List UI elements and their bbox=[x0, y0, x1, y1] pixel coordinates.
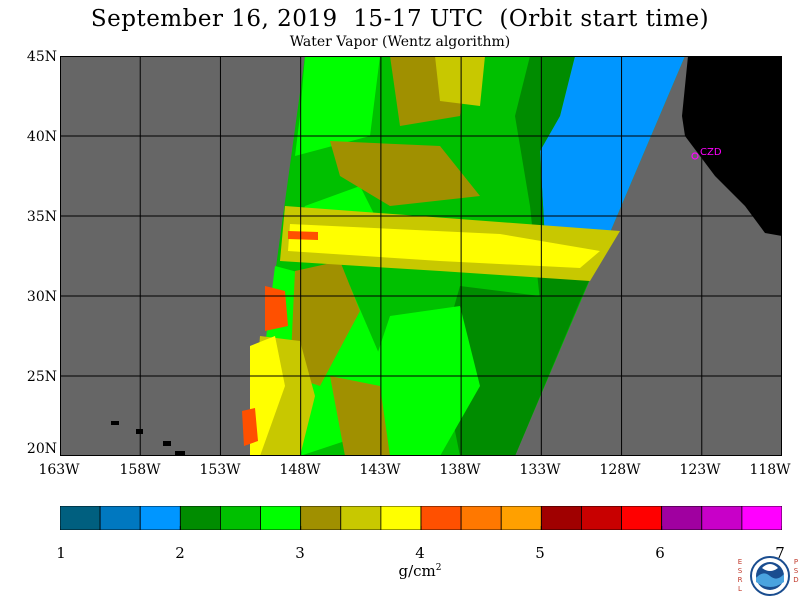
place-marker: CZD bbox=[691, 147, 722, 160]
colorbar bbox=[60, 506, 782, 530]
lon-label-158w: 158W bbox=[119, 462, 161, 478]
lat-label-35n: 35N bbox=[26, 209, 57, 225]
satellite-swath bbox=[242, 56, 685, 456]
island-oahu bbox=[136, 429, 143, 434]
hawaiian-islands bbox=[111, 421, 185, 456]
colorbar-units: g/cm2 bbox=[360, 562, 480, 580]
swath-orange-band bbox=[288, 231, 318, 240]
noaa-emblem-icon bbox=[750, 556, 790, 596]
lon-label-138w: 138W bbox=[439, 462, 481, 478]
swath-yellow-north bbox=[435, 56, 485, 106]
lon-label-118w: 118W bbox=[749, 462, 791, 478]
swath-yellow-west bbox=[250, 336, 285, 456]
colorbar-tick-5: 5 bbox=[535, 544, 545, 562]
place-marker-dot bbox=[691, 152, 699, 160]
map-title: September 16, 2019 15-17 UTC (Orbit star… bbox=[90, 6, 710, 32]
graticule bbox=[60, 56, 782, 456]
lon-label-163w: 163W bbox=[38, 462, 80, 478]
map-border bbox=[60, 56, 782, 456]
colorbar-swatch bbox=[701, 506, 743, 530]
colorbar-tick-4: 4 bbox=[415, 544, 425, 562]
lat-label-20n: 20N bbox=[26, 441, 57, 457]
colorbar-swatch bbox=[581, 506, 622, 530]
colorbar-tick-2: 2 bbox=[175, 544, 185, 562]
swath-orange-west-b bbox=[242, 408, 258, 446]
logo-left-letters: E S R L bbox=[736, 558, 744, 594]
swath-olive-lower bbox=[330, 376, 390, 456]
colorbar-swatch bbox=[420, 506, 462, 530]
units-base: g/cm bbox=[398, 562, 436, 580]
colorbar-tick-3: 3 bbox=[295, 544, 305, 562]
swath-bright-north bbox=[295, 56, 380, 156]
logo-letter: S bbox=[793, 567, 799, 575]
logo-letter: P bbox=[793, 558, 799, 566]
colorbar-swatch bbox=[179, 506, 221, 530]
map-subtitle: Water Vapor (Wentz algorithm) bbox=[289, 34, 511, 50]
colorbar-swatch bbox=[220, 506, 261, 530]
lat-label-40n: 40N bbox=[26, 129, 57, 145]
colorbar-swatch bbox=[139, 506, 181, 530]
logo-letter: E bbox=[737, 558, 743, 566]
colorbar-swatch bbox=[340, 506, 382, 530]
dry-region-north bbox=[540, 56, 685, 256]
colorbar-tick-1: 1 bbox=[56, 544, 66, 562]
lat-label-45n: 45N bbox=[26, 49, 57, 65]
island-maui bbox=[163, 441, 171, 446]
swath-moist-band-yellow bbox=[288, 224, 600, 268]
noaa-esrl-psd-logo: E S R L P S D bbox=[736, 554, 800, 600]
colorbar-swatch bbox=[99, 506, 141, 530]
colorbar-tick-7: 7 bbox=[775, 544, 785, 562]
lat-label-30n: 30N bbox=[26, 289, 57, 305]
logo-letter: R bbox=[737, 576, 743, 584]
logo-letter: D bbox=[793, 576, 799, 584]
land-west-coast bbox=[682, 56, 782, 236]
colorbar-swatch bbox=[500, 506, 542, 530]
colorbar-swatch bbox=[380, 506, 422, 530]
swath-darkgreen-south bbox=[440, 286, 580, 456]
logo-letter: L bbox=[738, 585, 742, 593]
lon-label-123w: 123W bbox=[679, 462, 721, 478]
swath-bright-mid bbox=[370, 306, 480, 456]
colorbar-swatch bbox=[460, 506, 502, 530]
colorbar-tick-6: 6 bbox=[655, 544, 665, 562]
lat-label-25n: 25N bbox=[26, 369, 57, 385]
colorbar-swatch bbox=[60, 506, 101, 530]
swath-orange-west-a bbox=[265, 286, 288, 331]
lon-label-148w: 148W bbox=[279, 462, 321, 478]
lon-label-128w: 128W bbox=[599, 462, 641, 478]
lon-label-133w: 133W bbox=[519, 462, 561, 478]
colorbar-swatch bbox=[540, 506, 582, 530]
colorbar-swatch bbox=[621, 506, 663, 530]
lon-label-153w: 153W bbox=[199, 462, 241, 478]
logo-letter: S bbox=[737, 567, 743, 575]
logo-right-letters: P S D bbox=[792, 558, 800, 585]
lon-label-143w: 143W bbox=[359, 462, 401, 478]
colorbar-swatch bbox=[741, 506, 782, 530]
units-exponent: 2 bbox=[435, 563, 442, 573]
water-vapor-map: CZD bbox=[60, 56, 782, 456]
place-marker-label: CZD bbox=[700, 147, 722, 158]
island-kauai bbox=[111, 421, 119, 425]
island-hawaii bbox=[175, 451, 185, 456]
swath-olive-mid bbox=[330, 141, 480, 206]
colorbar-swatch bbox=[300, 506, 342, 530]
colorbar-swatch bbox=[661, 506, 703, 530]
colorbar-swatch bbox=[260, 506, 302, 530]
swath-olive-south bbox=[290, 261, 360, 386]
